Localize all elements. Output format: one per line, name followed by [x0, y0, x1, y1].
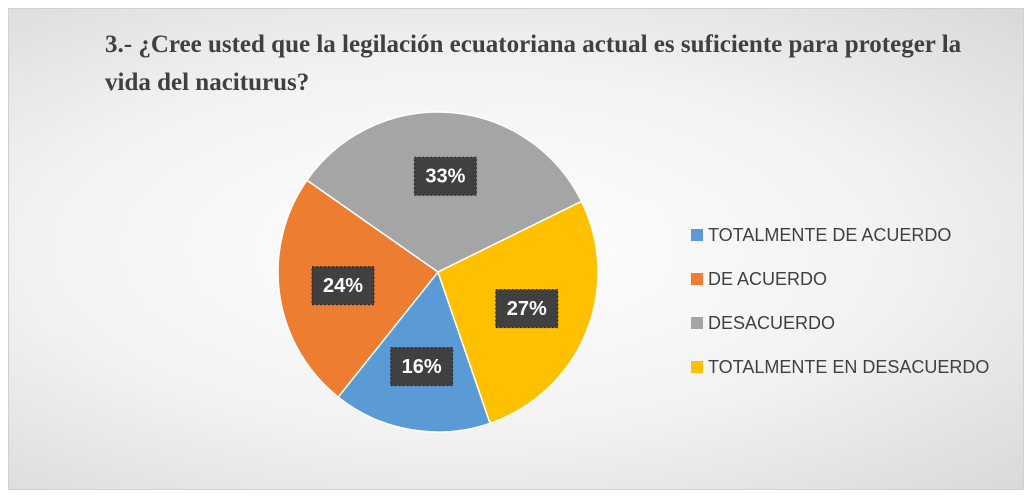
legend-label: TOTALMENTE DE ACUERDO	[708, 225, 951, 245]
legend-label: DE ACUERDO	[708, 269, 827, 289]
legend-swatch	[691, 273, 703, 285]
data-label: 24%	[323, 275, 363, 297]
data-label: 27%	[507, 298, 547, 320]
legend-swatch	[691, 361, 703, 373]
legend-swatch	[691, 229, 703, 241]
data-label: 16%	[402, 356, 442, 378]
data-label: 33%	[425, 166, 465, 188]
legend-label: TOTALMENTE EN DESACUERDO	[708, 357, 989, 377]
chart-title: 3.- ¿Cree usted que la legilación ecuato…	[105, 31, 962, 96]
data-label-box	[413, 156, 477, 196]
data-label-box	[495, 289, 559, 329]
legend-swatch	[691, 317, 703, 329]
data-label-box	[390, 347, 454, 387]
data-label-box	[311, 266, 375, 306]
legend-label: DESACUERDO	[708, 313, 835, 333]
